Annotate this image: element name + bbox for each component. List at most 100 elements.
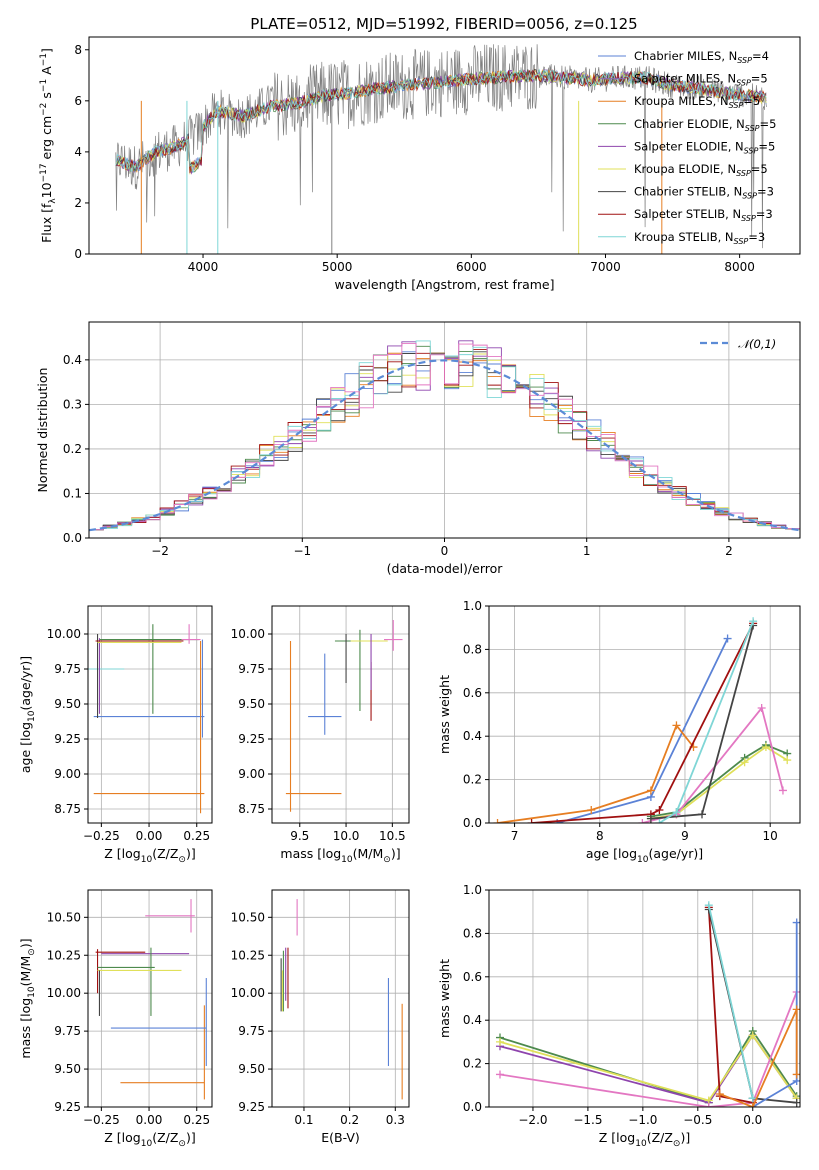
weight-marker (495, 1070, 504, 1079)
plot-area (115, 44, 767, 254)
x-axis-label: Z [log10(Z/Z⊙)] (599, 1130, 690, 1149)
x-tick-label: 0.2 (340, 1113, 359, 1127)
weight-line (499, 1029, 798, 1104)
mass-vs-ebv-panel: 0.1 0.2 0.3 9.25 9.50 9.75 10.00 10.25 10.50 E(B-… (231, 889, 410, 1145)
weight-line (499, 991, 798, 1107)
y-tick-label: 0.1 (63, 486, 82, 500)
weight-line (642, 706, 784, 823)
legend-entry: Salpeter STELIB, NSSP=3 (634, 207, 773, 223)
y-tick-label: 2 (74, 196, 82, 210)
x-tick-label: 5000 (322, 260, 353, 274)
x-tick-label: 10 (763, 829, 778, 843)
y-axis-label: age [log10(age/yr)] (18, 656, 37, 773)
weight-marker (778, 786, 787, 795)
weight-series (495, 987, 800, 1107)
y-tick-label: 0 (74, 247, 82, 261)
y-tick-label: 10.00 (47, 627, 81, 641)
y-tick-label: 0.6 (463, 970, 482, 984)
x-tick-label: −2 (151, 544, 169, 558)
weight-marker (638, 819, 647, 823)
y-tick-label: 6 (74, 94, 82, 108)
spectrum-legend: Chabrier MILES, NSSP=4 Salpeter MILES, NS… (598, 49, 776, 246)
weight-marker (748, 1103, 757, 1107)
x-tick-label: 0.25 (183, 1113, 210, 1127)
y-tick-label: 9.50 (238, 697, 265, 711)
y-tick-label: 9.75 (238, 1024, 265, 1038)
residuals-panel: −2 −1 0 1 2 0.0 0.1 0.2 0.3 0.4 (data-model)/error… (35, 321, 801, 576)
y-tick-label: 0.2 (463, 773, 482, 787)
y-tick-label: 0.0 (463, 1100, 482, 1114)
y-tick-label: 10.00 (47, 986, 81, 1000)
x-tick-label: −1 (293, 544, 311, 558)
x-tick-label: −0.25 (83, 829, 120, 843)
y-tick-label: 0.0 (463, 816, 482, 830)
weight-marker (792, 1070, 800, 1079)
plot-area (89, 340, 800, 532)
x-tick-label: 0.3 (386, 1113, 405, 1127)
y-axis-label: Flux [fλ10−17 erg cm−2 s−1 A−1] (39, 48, 58, 243)
y-tick-label: 9.25 (238, 1100, 265, 1114)
legend-entry: 𝒩(0,1) (738, 337, 776, 351)
y-tick-label: 9.75 (54, 1024, 81, 1038)
legend-entry: Chabrier MILES, NSSP=4 (634, 49, 769, 65)
observed-spectrum-line (115, 44, 767, 249)
weight-line (707, 905, 754, 1099)
weight-marker (792, 1005, 800, 1014)
plot-area (495, 901, 800, 1107)
weight-line (719, 1009, 798, 1107)
weight-series (715, 1005, 800, 1107)
weight-marker (527, 819, 536, 823)
weight-marker (704, 1103, 713, 1107)
x-tick-label: 10.0 (333, 829, 360, 843)
y-tick-label: 10.00 (231, 627, 265, 641)
y-tick-label: 0.0 (63, 531, 82, 545)
y-tick-label: 10.50 (47, 910, 81, 924)
plot-area (493, 617, 792, 823)
y-tick-label: 1.0 (463, 599, 482, 613)
weight-marker (748, 1031, 757, 1040)
y-tick-label: 10.25 (231, 948, 265, 962)
weight-marker (672, 721, 681, 730)
x-tick-label: 7 (511, 829, 519, 843)
plot-area (285, 620, 403, 812)
axes-frame (88, 36, 801, 255)
y-tick-label: 0.3 (63, 397, 82, 411)
age-vs-mass-panel: 9.5 10.0 10.5 8.75 9.00 9.25 9.50 9.75 10.00 mass… (231, 605, 410, 865)
y-tick-label: 9.00 (54, 767, 81, 781)
y-tick-label: 9.50 (54, 697, 81, 711)
y-tick-label: 0.4 (463, 729, 482, 743)
y-tick-label: 1.0 (463, 883, 482, 897)
x-tick-label: −1.0 (628, 1113, 657, 1127)
weight-line (497, 723, 695, 823)
y-tick-label: 4 (74, 145, 82, 159)
legend-entry: Salpeter ELODIE, NSSP=5 (634, 139, 775, 155)
weight-marker (655, 819, 664, 823)
weight-vs-age-panel: 7 8 9 10 0.0 0.2 0.4 0.6 0.8 1.0 age [log10(age/yr… (437, 599, 801, 865)
weight-marker (740, 758, 749, 767)
weight-marker (761, 743, 770, 752)
y-tick-label: 0.6 (463, 686, 482, 700)
x-tick-label: −2.0 (518, 1113, 547, 1127)
y-tick-label: 0.2 (63, 442, 82, 456)
x-tick-label: 0 (441, 544, 449, 558)
axes-frame (87, 889, 213, 1108)
x-tick-label: −0.5 (683, 1113, 712, 1127)
weight-series (748, 918, 800, 1107)
legend-entry: Kroupa STELIB, NSSP=3 (634, 230, 765, 246)
axes-frame (271, 605, 410, 824)
x-tick-label: 0.1 (294, 1113, 313, 1127)
weight-marker (646, 814, 655, 823)
x-tick-label: −1.5 (573, 1113, 602, 1127)
model-spectrum-line (115, 68, 767, 173)
weight-marker (748, 1094, 757, 1103)
axes-frame (488, 605, 801, 824)
weight-line (650, 745, 788, 820)
x-axis-label: Z [log10(Z/Z⊙)] (104, 1130, 195, 1149)
legend-entry: Kroupa MILES, NSSP=5 (634, 94, 760, 110)
axes-frame (87, 605, 213, 824)
y-tick-label: 8.75 (238, 802, 265, 816)
legend-entry: Salpeter MILES, NSSP=5 (634, 72, 768, 88)
residual-histogram (89, 343, 800, 531)
x-axis-label: wavelength [Angstrom, rest frame] (334, 277, 554, 292)
